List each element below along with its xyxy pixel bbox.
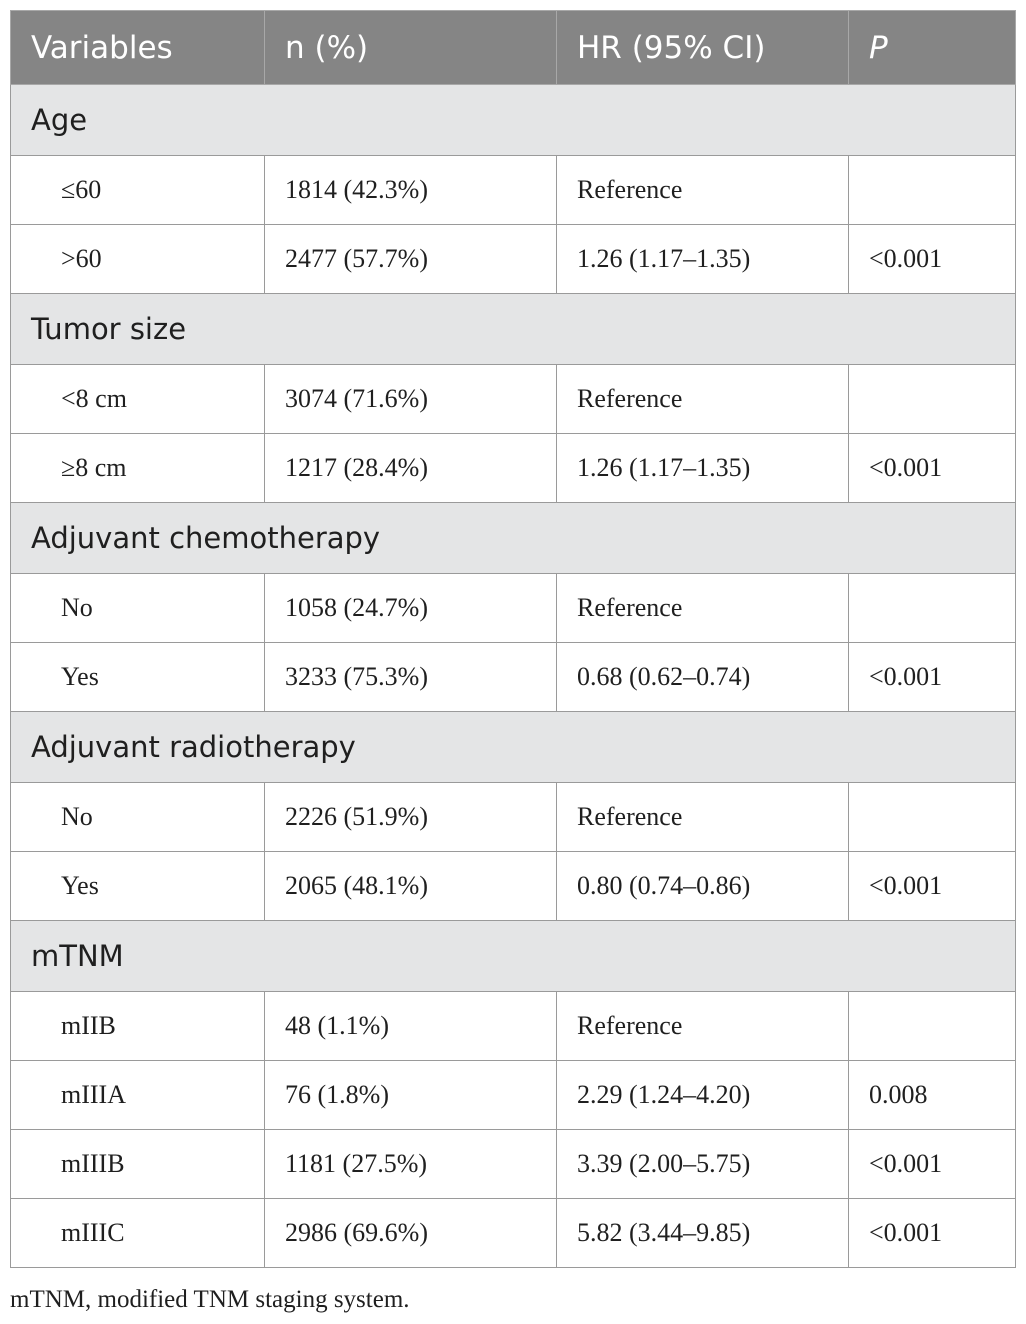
group-label: Tumor size: [10, 293, 1016, 365]
header-n-percent: n (%): [264, 10, 557, 85]
table-row: mIIIA 76 (1.8%) 2.29 (1.24–4.20) 0.008: [10, 1060, 1016, 1130]
cell-p-value: <0.001: [848, 224, 1016, 294]
cell-p-value: [848, 364, 1016, 434]
cox-regression-table: Variables n (%) HR (95% CI) P Age ≤60 18…: [10, 10, 1016, 1268]
cell-n-percent: 2226 (51.9%): [264, 782, 557, 852]
cell-p-value: 0.008: [848, 1060, 1016, 1130]
cell-hr-ci: 0.68 (0.62–0.74): [556, 642, 849, 712]
group-label: Adjuvant radiotherapy: [10, 711, 1016, 783]
cell-variable: ≥8 cm: [10, 433, 265, 503]
cell-n-percent: 1217 (28.4%): [264, 433, 557, 503]
cell-hr-ci: Reference: [556, 782, 849, 852]
cell-hr-ci: 1.26 (1.17–1.35): [556, 224, 849, 294]
group-label: Adjuvant chemotherapy: [10, 502, 1016, 574]
table-row: >60 2477 (57.7%) 1.26 (1.17–1.35) <0.001: [10, 224, 1016, 294]
table-row: <8 cm 3074 (71.6%) Reference: [10, 364, 1016, 434]
group-row-adjuvant-chemotherapy: Adjuvant chemotherapy: [10, 502, 1016, 574]
cell-n-percent: 3233 (75.3%): [264, 642, 557, 712]
table-row: mIIIC 2986 (69.6%) 5.82 (3.44–9.85) <0.0…: [10, 1198, 1016, 1268]
cell-n-percent: 1814 (42.3%): [264, 155, 557, 225]
table-row: Yes 2065 (48.1%) 0.80 (0.74–0.86) <0.001: [10, 851, 1016, 921]
cell-hr-ci: 0.80 (0.74–0.86): [556, 851, 849, 921]
cell-variable: mIIIA: [10, 1060, 265, 1130]
cell-hr-ci: Reference: [556, 364, 849, 434]
cell-n-percent: 1181 (27.5%): [264, 1129, 557, 1199]
cell-n-percent: 2065 (48.1%): [264, 851, 557, 921]
header-variables: Variables: [10, 10, 265, 85]
table-row: No 1058 (24.7%) Reference: [10, 573, 1016, 643]
table-row: mIIB 48 (1.1%) Reference: [10, 991, 1016, 1061]
cell-hr-ci: 5.82 (3.44–9.85): [556, 1198, 849, 1268]
cell-n-percent: 2477 (57.7%): [264, 224, 557, 294]
cell-n-percent: 2986 (69.6%): [264, 1198, 557, 1268]
cell-hr-ci: Reference: [556, 991, 849, 1061]
group-row-age: Age: [10, 84, 1016, 156]
cell-variable: mIIIC: [10, 1198, 265, 1268]
cell-n-percent: 48 (1.1%): [264, 991, 557, 1061]
cell-p-value: <0.001: [848, 433, 1016, 503]
table-row: ≥8 cm 1217 (28.4%) 1.26 (1.17–1.35) <0.0…: [10, 433, 1016, 503]
cell-n-percent: 76 (1.8%): [264, 1060, 557, 1130]
cell-variable: No: [10, 782, 265, 852]
cell-hr-ci: Reference: [556, 573, 849, 643]
group-row-tumor-size: Tumor size: [10, 293, 1016, 365]
cell-variable: No: [10, 573, 265, 643]
cell-n-percent: 1058 (24.7%): [264, 573, 557, 643]
group-row-adjuvant-radiotherapy: Adjuvant radiotherapy: [10, 711, 1016, 783]
table-footnote: mTNM, modified TNM staging system.: [10, 1286, 410, 1313]
header-hr-ci: HR (95% CI): [556, 10, 849, 85]
group-row-mtnm: mTNM: [10, 920, 1016, 992]
cell-p-value: [848, 991, 1016, 1061]
cell-hr-ci: Reference: [556, 155, 849, 225]
cell-p-value: [848, 155, 1016, 225]
results-table-container: Variables n (%) HR (95% CI) P Age ≤60 18…: [10, 10, 1016, 1268]
cell-p-value: [848, 782, 1016, 852]
cell-n-percent: 3074 (71.6%): [264, 364, 557, 434]
cell-p-value: <0.001: [848, 851, 1016, 921]
cell-p-value: <0.001: [848, 1129, 1016, 1199]
group-label: Age: [10, 84, 1016, 156]
cell-variable: <8 cm: [10, 364, 265, 434]
cell-variable: >60: [10, 224, 265, 294]
table-row: mIIIB 1181 (27.5%) 3.39 (2.00–5.75) <0.0…: [10, 1129, 1016, 1199]
cell-variable: Yes: [10, 642, 265, 712]
table-row: Yes 3233 (75.3%) 0.68 (0.62–0.74) <0.001: [10, 642, 1016, 712]
cell-variable: mIIIB: [10, 1129, 265, 1199]
cell-variable: Yes: [10, 851, 265, 921]
cell-variable: ≤60: [10, 155, 265, 225]
group-label: mTNM: [10, 920, 1016, 992]
cell-hr-ci: 2.29 (1.24–4.20): [556, 1060, 849, 1130]
cell-variable: mIIB: [10, 991, 265, 1061]
header-p-value: P: [848, 10, 1016, 85]
cell-p-value: [848, 573, 1016, 643]
table-header-row: Variables n (%) HR (95% CI) P: [10, 10, 1016, 85]
cell-p-value: <0.001: [848, 1198, 1016, 1268]
cell-hr-ci: 1.26 (1.17–1.35): [556, 433, 849, 503]
cell-hr-ci: 3.39 (2.00–5.75): [556, 1129, 849, 1199]
table-row: No 2226 (51.9%) Reference: [10, 782, 1016, 852]
table-row: ≤60 1814 (42.3%) Reference: [10, 155, 1016, 225]
cell-p-value: <0.001: [848, 642, 1016, 712]
